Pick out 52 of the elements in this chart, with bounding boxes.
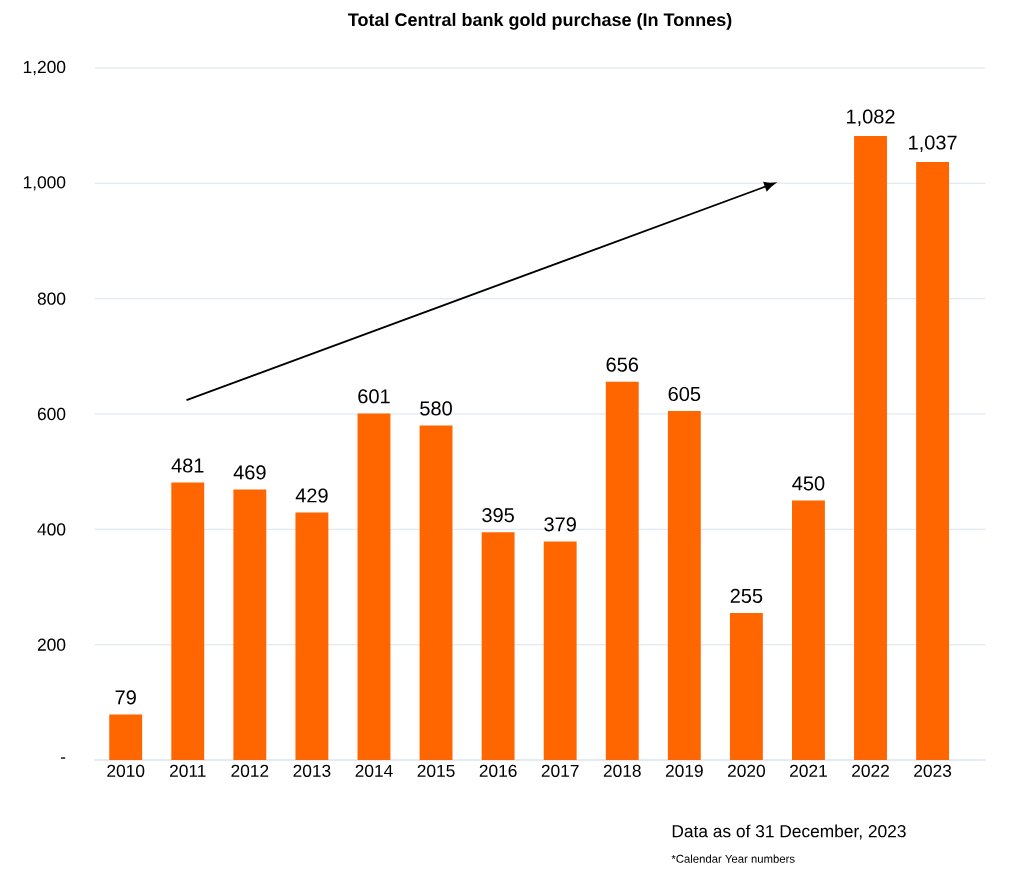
data-label: 79 [115, 690, 136, 705]
data-label: 481 [171, 458, 204, 473]
y-tick-label: 600 [37, 408, 66, 421]
y-tick-label: 1,000 [23, 176, 66, 191]
data-label: 656 [606, 357, 639, 372]
x-tick-label: 2013 [293, 764, 331, 778]
bar [171, 482, 205, 761]
bar [295, 512, 329, 761]
x-tick-label: 2012 [231, 764, 269, 778]
bar [605, 381, 639, 761]
y-tick-label: 1,200 [23, 60, 66, 76]
data-label: 1,082 [847, 109, 895, 127]
data-label: 469 [233, 465, 266, 480]
x-tick-label: 2015 [417, 764, 455, 778]
bar [543, 541, 577, 761]
bar [729, 613, 763, 761]
x-tick-label: 2017 [541, 764, 579, 778]
data-label: 601 [358, 389, 390, 404]
x-tick-label: 2018 [603, 764, 641, 778]
x-tick-label: 2021 [790, 764, 827, 778]
bar [357, 413, 391, 761]
data-label: 605 [668, 387, 701, 402]
data-label: 379 [544, 517, 576, 532]
y-tick-label: 200 [37, 638, 66, 651]
bar [667, 411, 701, 761]
data-label: 395 [482, 508, 514, 523]
y-tick-label: 400 [37, 523, 66, 536]
x-tick-label: 2014 [355, 764, 393, 778]
x-tick-label: 2019 [665, 764, 703, 778]
bar [481, 532, 515, 761]
bar [109, 714, 143, 761]
data-label: 450 [792, 476, 825, 491]
bar [419, 425, 453, 761]
x-tick-label: 2010 [107, 764, 145, 778]
data-label: 255 [730, 588, 763, 604]
data-label: 580 [420, 401, 452, 416]
x-tick-label: 2011 [170, 764, 206, 778]
x-tick-label: 2016 [479, 764, 517, 778]
bar [916, 162, 950, 761]
y-tick-label: 800 [37, 292, 66, 305]
bar [854, 136, 887, 761]
x-tick-label: 2020 [727, 764, 765, 778]
bar [233, 489, 267, 761]
text: *Calendar Year numbers [671, 854, 795, 863]
x-tick-label: 2022 [852, 764, 889, 778]
y-tick-label: - [60, 757, 66, 759]
x-tick-label: 2023 [914, 764, 952, 778]
chart-title: Total Central bank gold purchase (In Tonnes) [348, 13, 732, 30]
data-label: 429 [295, 488, 328, 503]
bar [792, 500, 825, 761]
text: Data as of 31 December, 2023 [672, 824, 906, 840]
data-label: 1,037 [909, 135, 957, 153]
